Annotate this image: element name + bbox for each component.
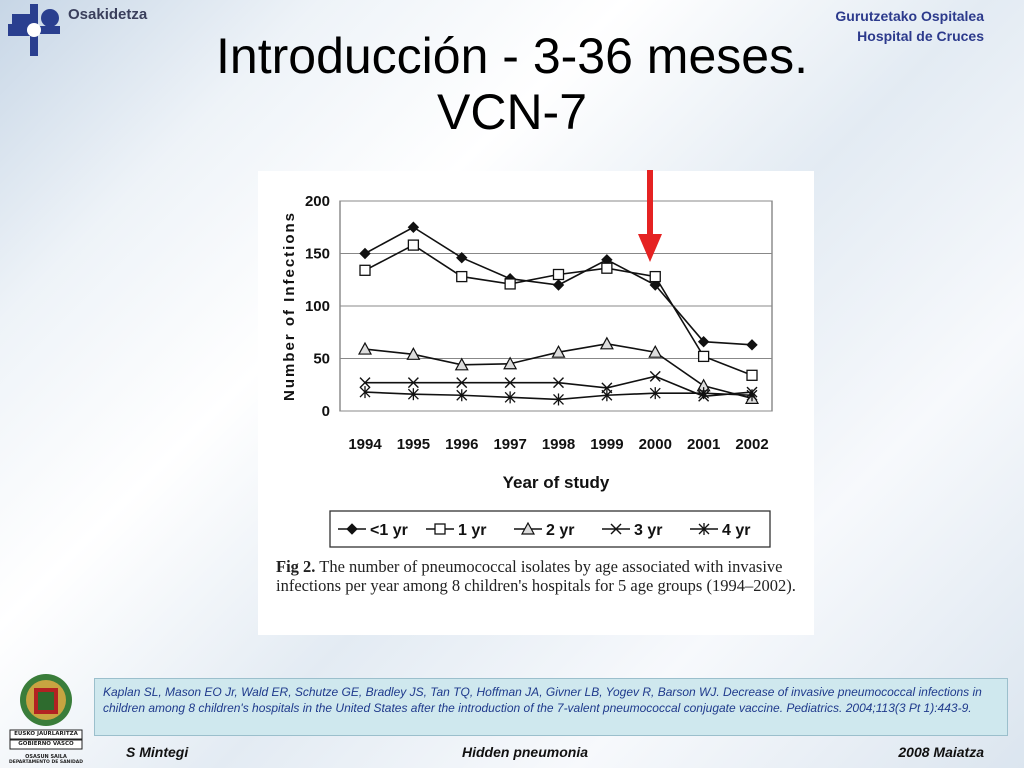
legend-box [329,510,771,548]
slide-title: Introducción - 3-36 meses. VCN-7 [0,28,1024,140]
data-point [601,262,613,274]
y-tick-label: 50 [313,351,330,368]
data-point [599,336,614,350]
data-point [456,270,468,283]
seal-line3: OSASUN SAILA [25,754,67,760]
brand-name: Osakidetza [68,6,148,23]
data-point [746,369,758,381]
slide-title-line1: Introducción - 3-36 meses. [216,28,808,84]
data-point [697,335,710,348]
series-1 [359,221,758,351]
data-point [406,347,421,360]
basque-government-seal [9,674,83,750]
seal-line1: EUSKO JAURLARITZA [14,731,78,737]
data-point [359,264,371,276]
caption-text: The number of pneumococcal isolates by a… [276,557,796,595]
citation-text: Kaplan SL, Mason EO Jr, Wald ER, Schutze… [103,685,982,715]
x-tick-label: 2001 [687,436,720,453]
osakidetza-logo [8,4,60,56]
data-point [504,391,516,404]
x-tick-label: 1998 [542,436,575,453]
series-5 [359,386,758,406]
legend-marker [434,523,446,535]
data-point [648,344,663,358]
data-point [601,389,613,402]
data-point [746,339,758,351]
legend-label: 4 yr [722,522,750,539]
x-tick-label: 1997 [493,436,526,453]
x-tick-label: 2002 [735,436,768,453]
seal-line4: DEPARTAMENTO DE SANIDAD [9,760,83,765]
hospital-name-basque: Gurutzetako Ospitalea [835,8,984,24]
data-point [552,279,565,291]
footer-author: S Mintegi [126,744,189,760]
data-point [649,387,661,400]
x-tick-label: 1999 [590,436,623,453]
data-point [456,251,468,264]
x-tick-label: 1996 [445,436,478,453]
data-point [649,370,661,382]
seal-line2: GOBIERNO VASCO [18,741,74,747]
data-point [357,341,373,355]
footer-date: 2008 Maiatza [898,744,984,760]
data-point [504,278,516,290]
y-axis-label: Number of Infections [281,211,298,401]
data-point [454,357,469,371]
series-3 [357,336,760,404]
y-tick-label: 150 [305,246,330,263]
citation-box: Kaplan SL, Mason EO Jr, Wald ER, Schutze… [94,678,1008,736]
legend-marker [698,523,710,535]
data-point [359,247,371,260]
data-point [698,387,710,400]
data-point [359,377,371,389]
data-point [553,393,564,406]
series-2 [359,239,758,381]
legend-marker [346,523,358,535]
data-point [697,350,710,363]
red-arrow-annotation [638,170,662,262]
legend: <1 yr 1 yr 2 yr 3 yr 4 yr [329,510,771,548]
data-point [359,386,371,399]
y-tick-label: 200 [305,193,330,210]
legend-label: <1 yr [370,522,408,539]
legend-label: 1 yr [458,522,486,539]
y-tick-label: 0 [322,403,330,420]
figure-panel: 0 50 100 150 200 1994 1995 1996 1997 1998 1999 2000… [258,171,814,635]
y-tick-label: 100 [305,298,330,315]
slide-title-line2: VCN-7 [436,84,588,140]
figure-caption: Fig 2. The number of pneumococcal isolat… [276,557,796,595]
hospital-name-spanish: Hospital de Cruces [857,28,984,44]
x-tick-label: 1994 [348,436,382,453]
x-axis-label: Year of study [503,473,610,492]
data-point [407,239,420,251]
legend-marker [520,521,536,535]
data-point [456,377,468,389]
data-point [456,389,468,402]
data-point [504,377,516,389]
data-point [407,377,419,389]
data-point [553,377,564,389]
data-point [407,388,419,401]
footer-topic: Hidden pneumonia [462,744,588,760]
data-point [552,268,565,281]
legend-label: 3 yr [634,522,662,539]
x-tick-label: 2000 [639,436,672,453]
data-point [649,270,661,283]
x-tick-label: 1995 [397,436,430,453]
legend-label: 2 yr [546,522,574,539]
data-point [503,356,518,370]
legend-marker [610,523,622,535]
data-point [746,389,758,402]
data-point [407,221,420,233]
line-chart: 0 50 100 150 200 1994 1995 1996 1997 1998 1999 2000… [281,193,773,548]
data-point [551,344,566,358]
caption-label: Fig 2. [276,557,316,576]
